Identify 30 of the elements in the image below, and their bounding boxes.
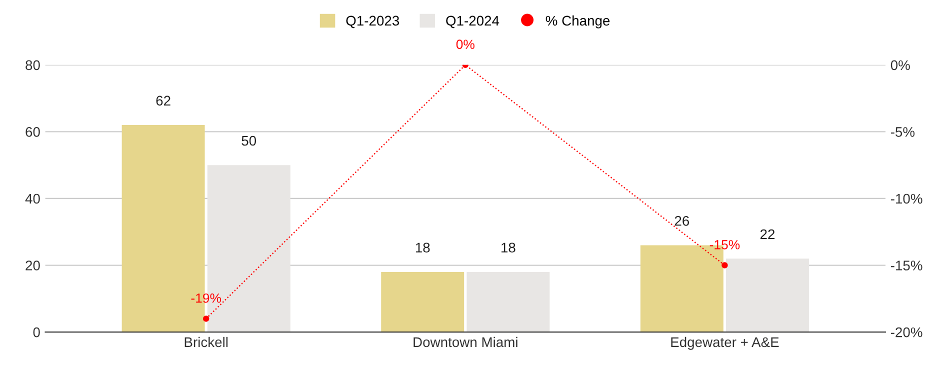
x-tick-label: Edgewater + A&E bbox=[671, 336, 779, 350]
bar bbox=[466, 272, 550, 332]
x-tick-label: Downtown Miami bbox=[414, 336, 518, 348]
bar bbox=[381, 272, 464, 332]
data-label: 22 bbox=[760, 229, 775, 240]
legend-label: Q1-2023 bbox=[346, 16, 400, 28]
y-tick-label: 20 bbox=[26, 260, 40, 270]
y2-tick-label: 0% bbox=[890, 60, 910, 70]
data-label: 50 bbox=[242, 136, 256, 146]
y-tick-label: 0 bbox=[33, 327, 40, 338]
data-label: -15% bbox=[710, 240, 740, 250]
legend-label: Q1-2024 bbox=[446, 16, 500, 28]
data-label: 18 bbox=[416, 242, 430, 253]
y-tick-label: 80 bbox=[26, 60, 40, 70]
bar bbox=[726, 258, 809, 332]
y2-tick-label: -15% bbox=[890, 260, 922, 270]
data-label: 18 bbox=[502, 242, 516, 253]
x-tick-label: Brickell bbox=[184, 336, 228, 348]
y-tick-label: 60 bbox=[26, 127, 40, 137]
data-label: -19% bbox=[191, 293, 222, 303]
data-label: 26 bbox=[674, 216, 690, 226]
data-label: 62 bbox=[156, 96, 170, 106]
y2-tick-label: -10% bbox=[890, 194, 922, 204]
y2-tick-label: -20% bbox=[890, 327, 922, 338]
legend-label: % Change bbox=[546, 15, 610, 28]
y-tick-label: 40 bbox=[25, 194, 40, 204]
y2-tick-label: -5% bbox=[890, 127, 915, 137]
point bbox=[202, 316, 210, 322]
data-label: 0% bbox=[456, 40, 474, 50]
point bbox=[722, 262, 728, 268]
